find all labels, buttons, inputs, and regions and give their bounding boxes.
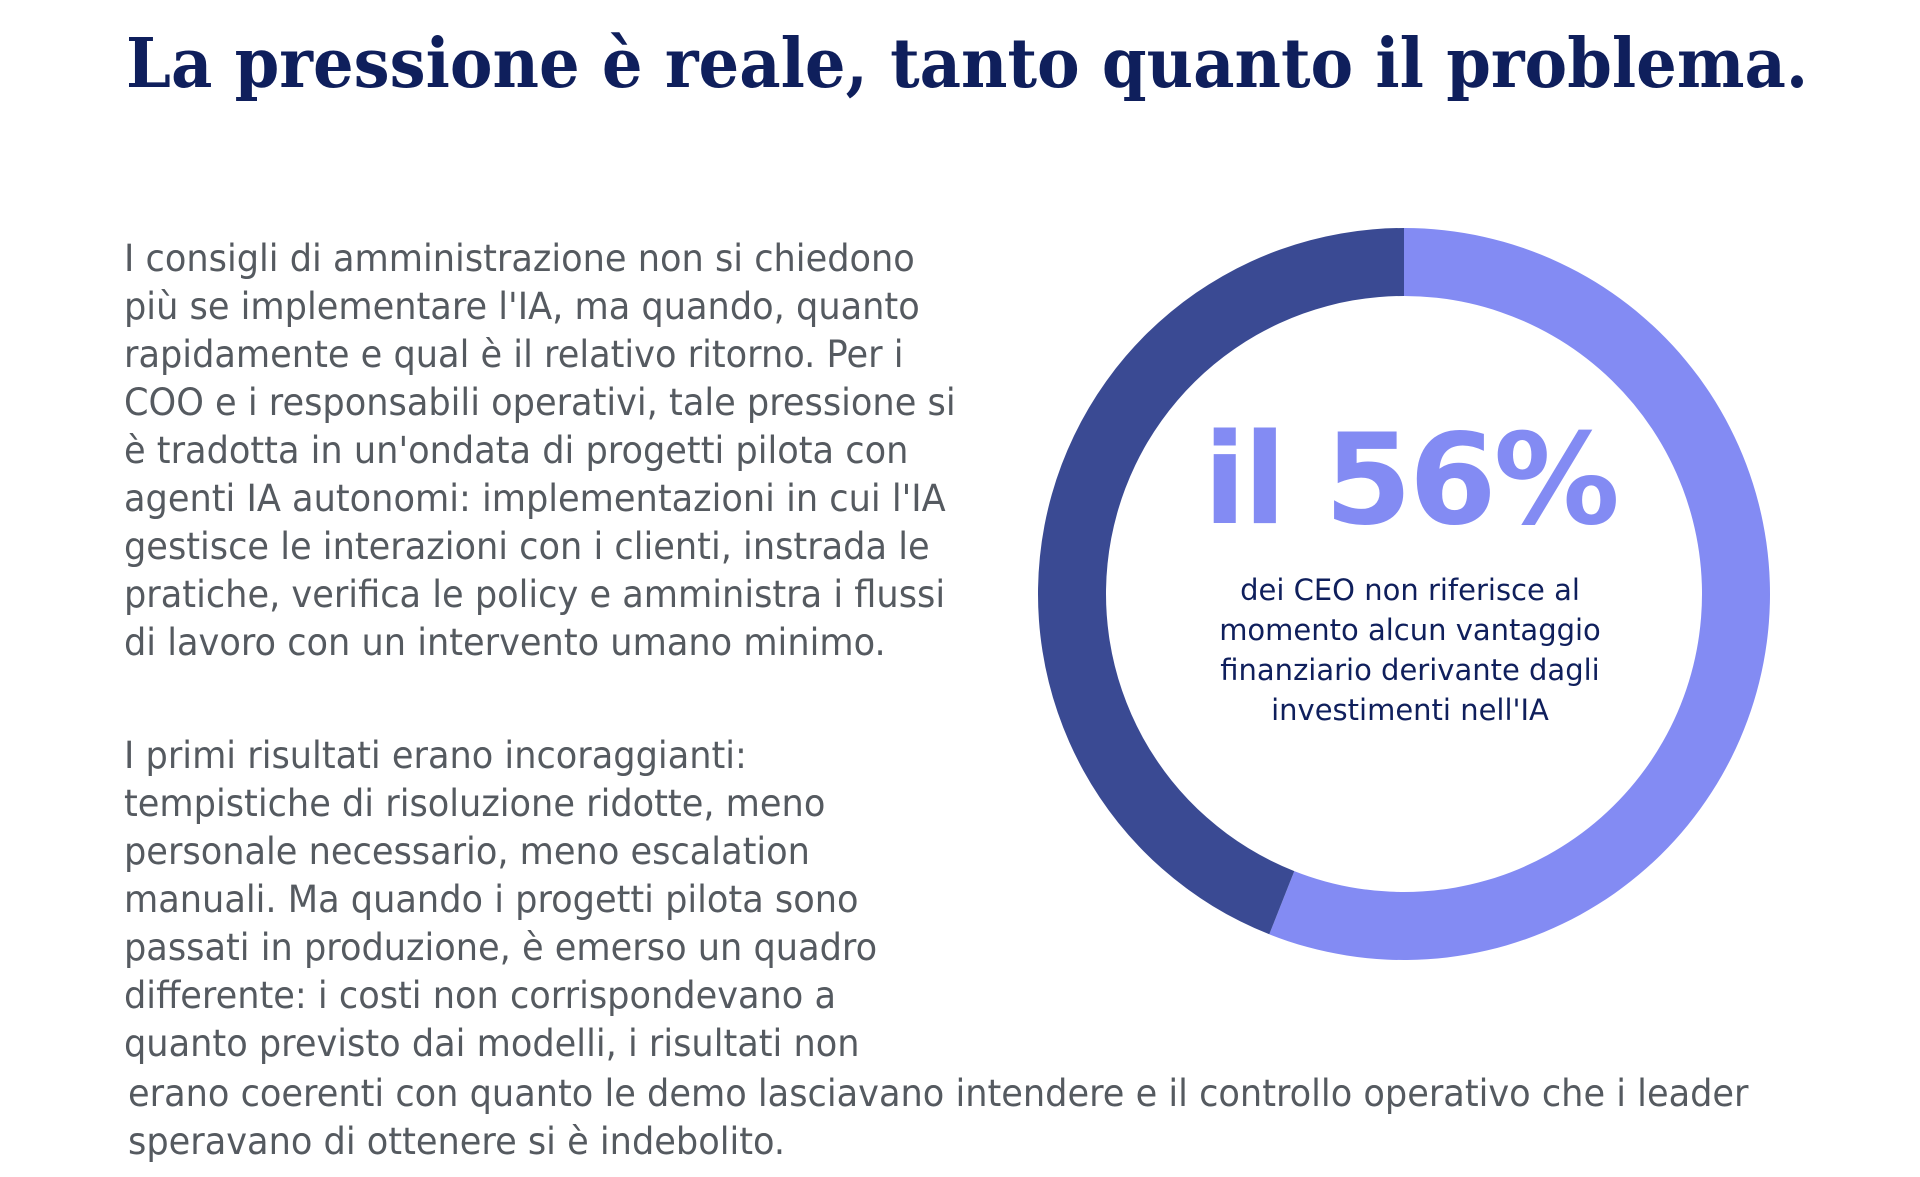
body-paragraph-1: I consigli di amministrazione non si chi… [124, 237, 956, 664]
body-paragraph-2: I primi risultati erano incoraggianti: t… [124, 734, 878, 1065]
donut-slice-1 [1269, 228, 1770, 960]
page-title: La pressione è reale, tanto quanto il pr… [126, 24, 1809, 104]
body-paragraph-3: erano coerenti con quanto le demo lascia… [128, 1072, 1749, 1163]
donut-chart [1038, 228, 1770, 960]
stat-headline: il 56% [1203, 406, 1620, 553]
stat-description: dei CEO non riferisce al momento alcun v… [1219, 573, 1601, 727]
donut-slice-2 [1038, 228, 1404, 935]
